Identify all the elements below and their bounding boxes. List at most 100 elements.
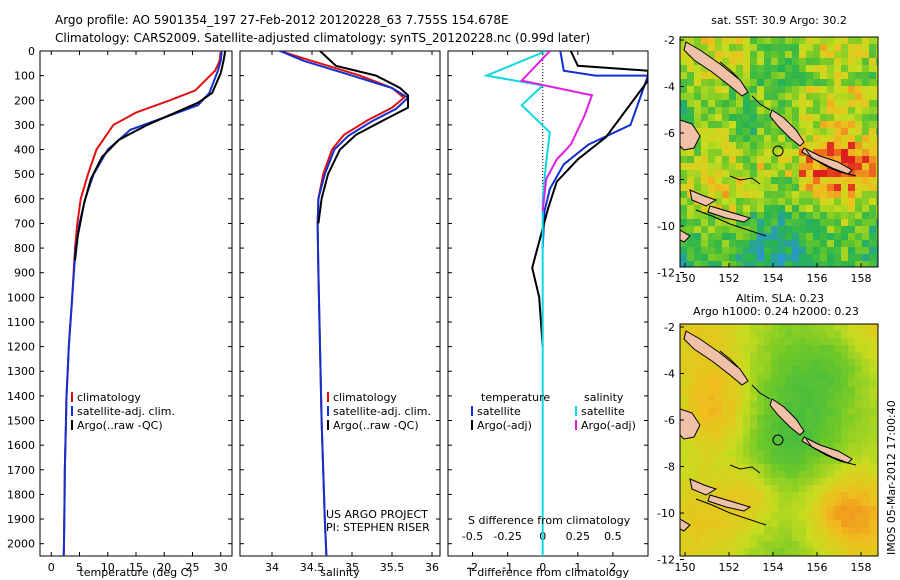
sla-cell xyxy=(778,394,786,402)
sla-cell xyxy=(771,471,779,479)
sst-cell xyxy=(862,205,870,213)
sst-cell xyxy=(750,268,758,276)
sla-cell xyxy=(806,380,814,388)
sst-cell xyxy=(813,135,821,143)
sst-cell xyxy=(855,261,863,267)
sla-cell xyxy=(757,429,765,437)
sst-cell xyxy=(722,93,730,101)
sla-cell xyxy=(729,401,737,409)
sla-cell xyxy=(729,443,737,451)
sla-cell xyxy=(757,506,765,514)
sla-cell xyxy=(862,471,870,479)
sst-cell xyxy=(869,212,877,220)
sla-cell xyxy=(778,485,786,493)
sla-cell xyxy=(792,548,800,556)
sst-cell xyxy=(694,86,702,94)
sst-cell xyxy=(729,219,737,227)
sst-cell xyxy=(862,100,870,108)
sla-cell xyxy=(820,387,828,395)
sla-cell xyxy=(792,352,800,360)
sst-cell xyxy=(743,247,751,255)
sla-cell xyxy=(736,548,744,556)
sst-cell xyxy=(743,93,751,101)
sla-cell xyxy=(764,513,772,521)
sst-cell xyxy=(729,170,737,178)
sla-cell xyxy=(841,464,849,472)
sst-cell xyxy=(743,149,751,157)
sst-cell xyxy=(834,65,842,73)
sst-cell xyxy=(813,240,821,248)
sst-cell xyxy=(715,198,723,206)
sst-cell xyxy=(701,86,709,94)
sst-cell xyxy=(813,114,821,122)
sst-cell xyxy=(729,93,737,101)
sst-cell xyxy=(743,212,751,220)
sst-cell xyxy=(813,44,821,52)
sst-cell xyxy=(701,268,709,276)
sst-cell xyxy=(771,240,779,248)
sst-cell xyxy=(799,72,807,80)
sst-cell xyxy=(687,261,695,267)
sla-cell xyxy=(764,366,772,374)
sst-cell xyxy=(813,58,821,66)
sla-cell xyxy=(715,443,723,451)
sst-cell xyxy=(708,219,716,227)
sla-cell xyxy=(841,345,849,353)
sst-cell xyxy=(841,114,849,122)
sst-cell xyxy=(876,51,878,59)
sst-cell xyxy=(715,184,723,192)
sla-cell xyxy=(722,415,730,423)
sst-cell xyxy=(792,121,800,129)
sla-cell xyxy=(743,345,751,353)
sst-cell xyxy=(708,233,716,241)
sst-cell xyxy=(708,51,716,59)
land-mass xyxy=(680,408,701,440)
coast-contour xyxy=(719,350,739,368)
sla-cell xyxy=(785,464,793,472)
sla-cell xyxy=(792,345,800,353)
sla-cell xyxy=(862,408,870,416)
sla-cell xyxy=(757,338,765,346)
sst-cell xyxy=(757,86,765,94)
sst-cell xyxy=(869,254,877,262)
sst-cell xyxy=(820,205,828,213)
sla-cell xyxy=(715,408,723,416)
map-y-tick-label: -10 xyxy=(657,507,675,520)
sla-cell xyxy=(834,506,842,514)
sst-cell xyxy=(792,170,800,178)
sla-cell xyxy=(862,324,870,332)
sst-cell xyxy=(827,121,835,129)
x-tick-label: 30 xyxy=(214,561,228,574)
sst-cell xyxy=(785,114,793,122)
sst-cell xyxy=(771,51,779,59)
sst-cell xyxy=(799,247,807,255)
sla-cell xyxy=(862,380,870,388)
sla-cell xyxy=(862,457,870,465)
sla-cell xyxy=(813,471,821,479)
sla-cell xyxy=(680,499,688,507)
sla-cell xyxy=(876,359,878,367)
sst-cell xyxy=(729,107,737,115)
sst-cell xyxy=(876,142,878,150)
sla-cell xyxy=(813,373,821,381)
sla-cell xyxy=(729,352,737,360)
sla-cell xyxy=(701,506,709,514)
sst-cell xyxy=(757,51,765,59)
sla-cell xyxy=(813,520,821,528)
sla-cell xyxy=(715,471,723,479)
sla-cell xyxy=(687,408,695,416)
sla-cell xyxy=(841,534,849,542)
sst-cell xyxy=(757,44,765,52)
sst-cell xyxy=(827,177,835,185)
sst-cell xyxy=(750,86,758,94)
sla-cell xyxy=(785,513,793,521)
sla-cell xyxy=(750,324,758,332)
sla-cell xyxy=(820,485,828,493)
sst-cell xyxy=(813,72,821,80)
sla-cell xyxy=(729,527,737,535)
coast-contour xyxy=(719,61,739,79)
sla-cell xyxy=(757,331,765,339)
sla-cell xyxy=(876,541,878,549)
sla-cell xyxy=(680,513,688,521)
sst-cell xyxy=(820,121,828,129)
